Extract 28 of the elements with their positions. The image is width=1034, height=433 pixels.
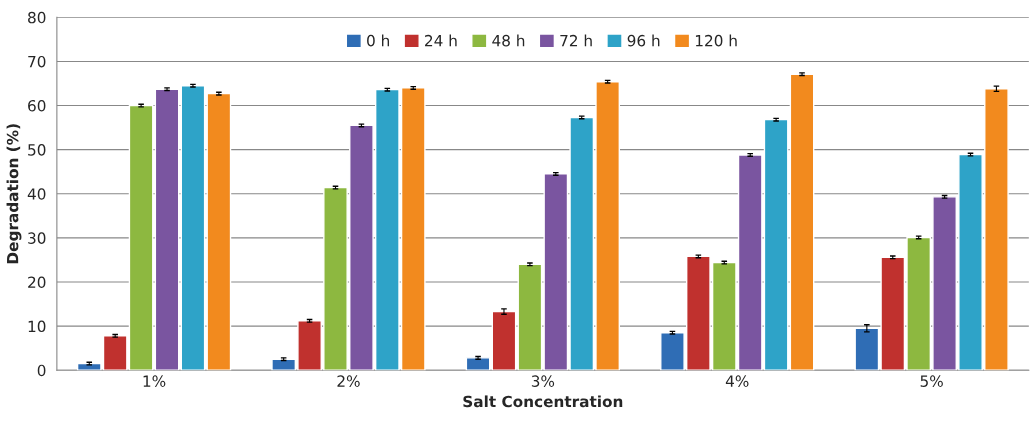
y-axis-title: Degradation (%) — [6, 124, 22, 264]
legend-label: 48 h — [492, 34, 525, 47]
x-tick-label: 1% — [143, 375, 166, 387]
y-tick-label: 0 — [37, 364, 46, 377]
legend-label: 24 h — [425, 34, 457, 47]
x-tick-label: 5% — [920, 375, 943, 387]
x-tick-label: 4% — [725, 375, 749, 387]
y-tick-label: 70 — [28, 55, 46, 68]
y-tick-label: 10 — [28, 320, 46, 333]
x-axis-title: Salt Concentration — [463, 395, 623, 408]
legend-label: 72 h — [560, 34, 592, 47]
bar — [206, 92, 232, 371]
bar — [465, 357, 491, 371]
bar — [789, 73, 815, 371]
y-tick-label: 20 — [28, 276, 46, 289]
x-tick-label: 3% — [531, 375, 555, 387]
bar — [154, 88, 180, 371]
y-tick-label: 60 — [28, 100, 46, 112]
y-tick-label: 80 — [28, 11, 46, 24]
bar — [180, 84, 206, 371]
x-tick-label: 2% — [337, 375, 360, 387]
bar — [491, 310, 517, 371]
legend-label: 96 h — [627, 34, 660, 47]
y-tick-label: 30 — [28, 232, 46, 244]
y-tick-label: 40 — [27, 188, 46, 200]
legend-label: 120 h — [695, 34, 737, 47]
y-tick-label: 50 — [28, 144, 46, 156]
legend-label: 0 h — [367, 34, 390, 47]
